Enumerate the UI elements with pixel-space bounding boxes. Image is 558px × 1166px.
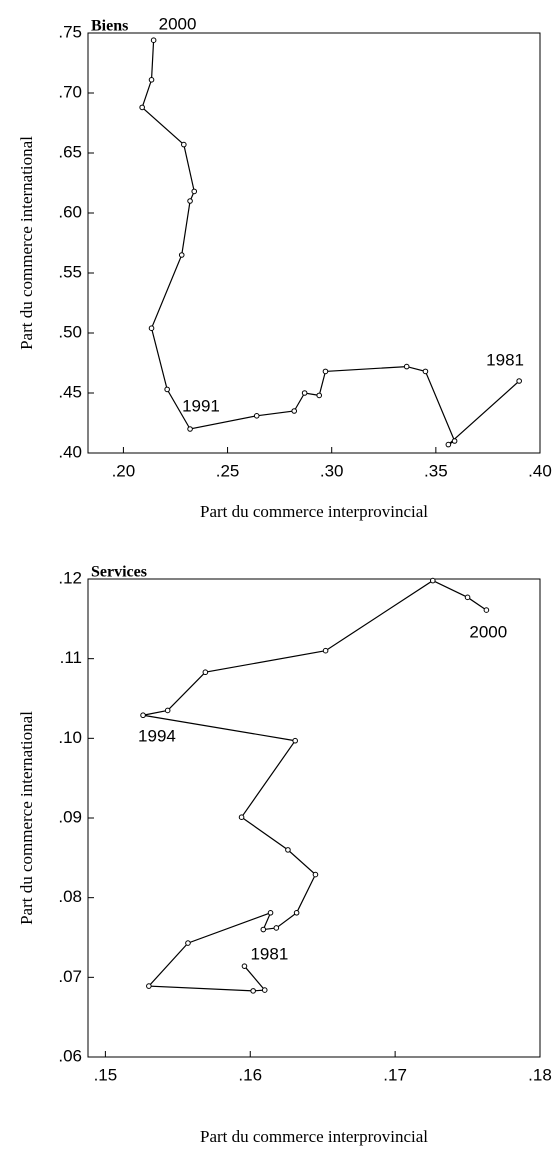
point <box>301 390 308 396</box>
point <box>139 104 145 111</box>
x-tick-label: .16 <box>238 1065 262 1084</box>
point <box>267 910 274 916</box>
chart-title: Services <box>91 564 147 581</box>
point <box>293 910 300 916</box>
y-tick-label: .50 <box>58 322 82 341</box>
point <box>146 983 152 989</box>
point <box>241 963 248 969</box>
annotation: 1981 <box>486 350 524 369</box>
annotation: 1991 <box>182 396 220 415</box>
chart-title: Biens <box>91 18 128 35</box>
x-tick-label: .25 <box>216 461 240 480</box>
point <box>316 392 323 399</box>
annotation: 1981 <box>250 945 288 964</box>
point <box>451 438 458 444</box>
point <box>260 926 267 933</box>
plot-frame <box>87 578 541 1058</box>
y-axis-label: Part du commerce international <box>17 136 36 350</box>
x-tick-label: .20 <box>112 461 136 480</box>
y-tick-label: .45 <box>58 382 82 401</box>
point <box>181 141 187 148</box>
point <box>285 847 291 853</box>
point <box>464 594 471 601</box>
point <box>140 712 146 719</box>
point <box>261 987 268 993</box>
y-tick-label: .40 <box>58 442 82 461</box>
x-tick-label: .15 <box>94 1065 118 1084</box>
point <box>312 871 319 878</box>
point <box>445 441 452 448</box>
x-tick-label: .30 <box>320 461 344 480</box>
series-line <box>142 579 487 992</box>
point <box>292 737 298 744</box>
point <box>148 325 155 332</box>
point <box>403 363 410 370</box>
point <box>164 707 171 714</box>
point <box>250 988 256 994</box>
point <box>322 368 329 375</box>
point <box>322 647 329 654</box>
series-line <box>141 40 520 446</box>
x-tick-label: .35 <box>424 461 448 480</box>
y-tick-label: .70 <box>58 82 82 101</box>
point <box>178 252 185 258</box>
y-tick-label: .08 <box>58 887 82 906</box>
point <box>516 378 522 384</box>
point <box>191 188 198 195</box>
x-axis-label: Part du commerce interprovincial <box>200 1127 428 1146</box>
y-tick-label: .10 <box>58 728 82 747</box>
point <box>202 669 209 676</box>
point <box>291 408 298 414</box>
y-tick-label: .11 <box>60 648 82 667</box>
point <box>253 413 260 419</box>
y-tick-label: .09 <box>58 807 82 826</box>
point <box>483 607 490 613</box>
y-tick-label: .55 <box>58 262 82 281</box>
y-axis-label: Part du commerce international <box>17 711 36 925</box>
point <box>422 368 429 375</box>
x-axis-label: Part du commerce interprovincial <box>200 502 428 521</box>
y-tick-label: .07 <box>58 967 82 986</box>
x-tick-label: .17 <box>383 1065 407 1084</box>
y-tick-label: .12 <box>58 568 82 587</box>
x-tick-label: .40 <box>528 461 552 480</box>
point <box>185 940 191 946</box>
y-tick-label: .65 <box>58 142 82 161</box>
point <box>273 925 280 931</box>
y-tick-label: .60 <box>58 202 82 221</box>
y-tick-label: .75 <box>58 22 82 41</box>
x-tick-label: .18 <box>528 1065 552 1084</box>
y-tick-label: .06 <box>58 1046 82 1065</box>
point <box>187 198 193 204</box>
annotation: 2000 <box>159 15 197 34</box>
annotation: 2000 <box>469 623 507 642</box>
point <box>429 577 436 584</box>
point <box>238 814 245 821</box>
point <box>148 77 155 83</box>
point <box>164 386 170 393</box>
annotation: 1994 <box>138 727 176 746</box>
point <box>187 426 193 432</box>
plot-frame <box>87 32 541 454</box>
point <box>150 37 157 44</box>
